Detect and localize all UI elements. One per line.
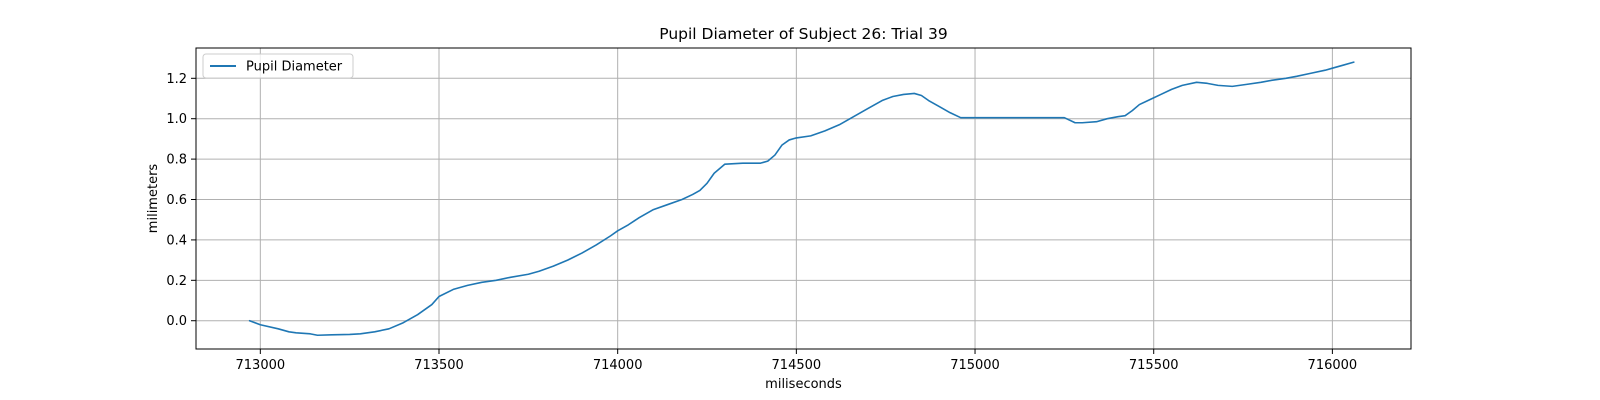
y-tick-label: 0.4 [166,233,187,248]
grid [196,48,1411,349]
y-tick-label: 1.0 [166,112,187,127]
axes-frame [195,47,1412,350]
y-tick-label: 1.2 [166,72,187,87]
legend-label: Pupil Diameter [246,60,343,75]
y-axis-label: milimeters [146,164,161,234]
x-tick-label: 713000 [236,358,286,373]
x-tick-label: 715500 [1129,358,1179,373]
y-tick-label: 0.8 [166,153,187,168]
x-tick-label: 714000 [593,358,643,373]
y-tick-label: 0.6 [166,193,187,208]
legend: Pupil Diameter [202,53,354,79]
x-axis: 713000 713500 714000 714500 715000 715500 7160… [236,349,1358,373]
legend-box [202,53,354,79]
x-tick-label: 713500 [414,358,464,373]
series-line-pupil-diameter [248,61,1355,337]
plot-area [248,61,1355,337]
chart-title: Pupil Diameter of Subject 26: Trial 39 [659,25,948,43]
y-tick-label: 0.0 [166,314,187,329]
x-axis-label: miliseconds [765,377,842,392]
y-tick-label: 0.2 [166,274,187,289]
y-axis: 0.0 0.2 0.4 0.6 0.8 1.0 1.2 [166,72,196,329]
x-tick-label: 716000 [1308,358,1358,373]
x-tick-label: 714500 [772,358,822,373]
x-tick-label: 715000 [950,358,1000,373]
